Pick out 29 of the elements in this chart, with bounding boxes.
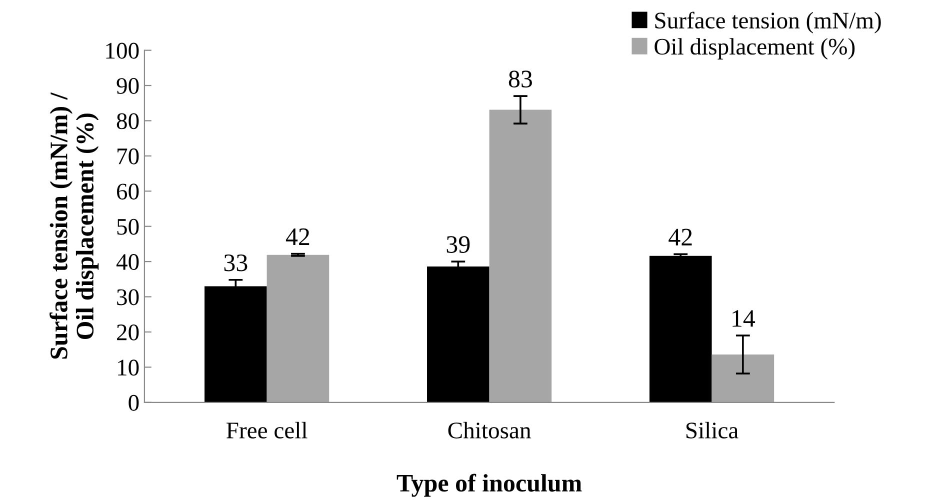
y-axis-title: Surface tension (mN/m) / Oil displacement (%) xyxy=(50,92,99,359)
bar xyxy=(649,256,712,402)
bar xyxy=(427,266,490,402)
y-tick-label: 20 xyxy=(117,324,139,340)
bar xyxy=(489,110,552,402)
x-tick-label: Chitosan xyxy=(448,422,531,438)
legend-label: Oil displacement (%) xyxy=(654,38,855,60)
data-label: 14 xyxy=(732,310,756,327)
y-tick-label: 80 xyxy=(116,113,139,130)
y-tick-label: 40 xyxy=(116,254,139,270)
bar xyxy=(712,354,774,402)
y-tick-label: 0 xyxy=(128,394,139,411)
y-tick-label: 90 xyxy=(116,78,139,94)
y-tick-label: 100 xyxy=(106,42,139,59)
y-tick-label: 60 xyxy=(117,184,139,200)
x-axis-title: Type of inoculum xyxy=(396,474,582,497)
data-label: 39 xyxy=(446,236,470,253)
data-label: 42 xyxy=(668,228,692,246)
y-tick-label: 50 xyxy=(117,218,139,235)
y-tick-label: 70 xyxy=(118,148,139,164)
y-tick-label: 10 xyxy=(118,360,139,376)
x-tick-label: Free cell xyxy=(226,422,308,438)
y-tick-label: 30 xyxy=(117,289,139,306)
legend-label: Surface tension (mN/m) xyxy=(655,12,881,34)
bar xyxy=(266,254,330,402)
x-tick-label: Silica xyxy=(686,422,738,438)
data-label: 33 xyxy=(224,254,248,272)
data-label: 83 xyxy=(508,70,532,88)
data-label: 42 xyxy=(286,228,310,245)
